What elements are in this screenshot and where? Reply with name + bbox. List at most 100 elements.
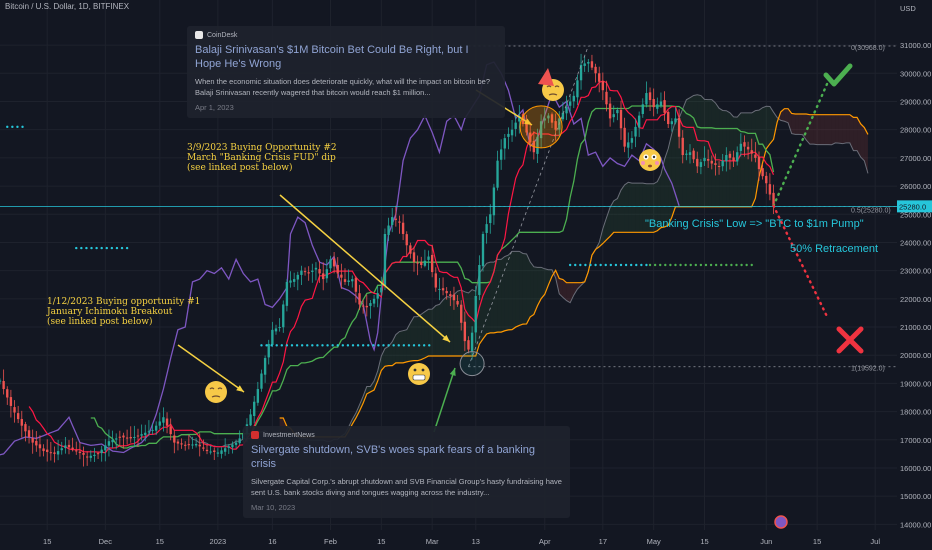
candle-body — [405, 234, 408, 246]
candle-body — [750, 150, 753, 154]
candle-body — [27, 430, 31, 437]
candle-body — [249, 414, 252, 426]
support-dot — [331, 344, 334, 347]
news-card-coindesk[interactable]: CoinDesk Balaji Srinivasan's $1M Bitcoin… — [187, 26, 505, 118]
price-axis: USD 14000.00 15000.00 16000.00 17000.00 18000… — [897, 4, 932, 529]
candle-body — [634, 126, 637, 137]
candle-body — [659, 101, 663, 106]
arrow-news-1-head — [524, 118, 532, 125]
candle-body — [518, 115, 521, 122]
candle-body — [60, 448, 63, 451]
candle-body — [605, 91, 608, 105]
candle-body — [430, 254, 434, 273]
news-title[interactable]: Balaji Srinivasan's $1M Bitcoin Bet Coul… — [195, 44, 469, 70]
candle-body — [115, 438, 118, 440]
news-card-investmentnews[interactable]: InvestmentNews Silvergate shutdown, SVB'… — [243, 426, 570, 518]
candle-body — [314, 267, 318, 270]
candle-body — [100, 449, 103, 454]
cloud-segment — [835, 114, 839, 144]
candle-body — [176, 441, 180, 444]
overlay-drawings: 0(30968.0) 0.5(25280.0) 1(19592.0) — [0, 45, 897, 529]
cloud-segment — [439, 300, 444, 357]
support-dot — [356, 344, 360, 347]
cloud-segment — [838, 114, 843, 144]
candle-body — [173, 435, 176, 443]
cloud-segment — [526, 253, 531, 324]
cloud-segment — [363, 386, 367, 404]
cloud-segment — [711, 99, 716, 207]
support-dot — [417, 344, 421, 347]
support-dot — [653, 263, 657, 267]
candle-body — [260, 373, 263, 389]
candle-body — [416, 262, 419, 264]
support-dot — [110, 246, 114, 250]
support-dot — [11, 125, 14, 129]
cloud-segment — [650, 183, 654, 233]
cloud-segment — [664, 148, 669, 227]
support-dot — [428, 344, 431, 347]
candle-body — [619, 109, 623, 129]
candle-body — [372, 298, 376, 304]
arrow-buy-1 — [177, 344, 245, 393]
candle-body — [267, 343, 270, 358]
candle-body — [637, 115, 641, 128]
grimacing-face-icon-eye — [421, 368, 425, 372]
news-title[interactable]: Silvergate shutdown, SVB's woes spark fe… — [251, 444, 535, 470]
candle-body — [536, 136, 539, 154]
cloud-segment — [497, 259, 502, 333]
candle-body — [209, 451, 212, 453]
candle-body — [53, 452, 56, 454]
candle-body — [743, 142, 746, 147]
x-tick-label: Mar — [426, 537, 439, 546]
candle-body — [71, 447, 74, 450]
y-tick-label: 21000.00 — [900, 323, 931, 332]
support-dot — [316, 344, 319, 347]
y-tick-label: 29000.00 — [900, 97, 931, 106]
candle-body — [67, 444, 71, 448]
candle-body — [667, 112, 670, 125]
y-tick-label: 19000.00 — [900, 379, 931, 388]
support-dot — [689, 263, 692, 267]
cloud-segment — [432, 305, 436, 357]
relieved-face-icon-eyes — [209, 387, 223, 390]
cloud-segment — [446, 296, 451, 357]
cloud-segment — [646, 183, 651, 233]
cloud-segment — [443, 296, 447, 357]
support-dot — [730, 263, 733, 267]
cloud-segment — [798, 114, 803, 135]
candle-body — [714, 163, 717, 165]
candle-body — [369, 303, 372, 306]
cloud-segment — [831, 114, 836, 145]
cloud-segment — [788, 108, 792, 134]
candle-body — [56, 451, 60, 455]
candle-body — [307, 272, 310, 274]
support-dot — [659, 263, 662, 267]
cloud-segment — [719, 108, 723, 207]
candle-body — [441, 288, 445, 291]
candle-body — [271, 329, 274, 346]
support-dot — [392, 344, 395, 347]
candle-body — [587, 62, 590, 64]
support-dot — [300, 344, 304, 347]
candle-body — [677, 118, 681, 137]
candle-body — [24, 424, 27, 432]
arrow-buy-2-head — [442, 334, 450, 342]
flushed-face-icon — [639, 149, 661, 171]
candle-body — [376, 293, 379, 299]
cloud-segment — [548, 269, 552, 286]
support-dot — [699, 263, 703, 267]
support-dot — [16, 125, 19, 129]
candle-body — [107, 441, 111, 446]
candle-body — [456, 301, 459, 305]
candle-body — [285, 281, 289, 306]
candle-body — [325, 269, 329, 279]
candle-body — [467, 340, 470, 350]
candle-body — [42, 448, 45, 452]
candle-body — [561, 112, 565, 120]
candle-body — [463, 321, 467, 342]
cloud-segment — [686, 97, 690, 207]
candle-body — [96, 453, 100, 455]
support-dot — [679, 263, 682, 267]
candle-body — [703, 157, 706, 162]
cloud-segment — [573, 282, 578, 296]
